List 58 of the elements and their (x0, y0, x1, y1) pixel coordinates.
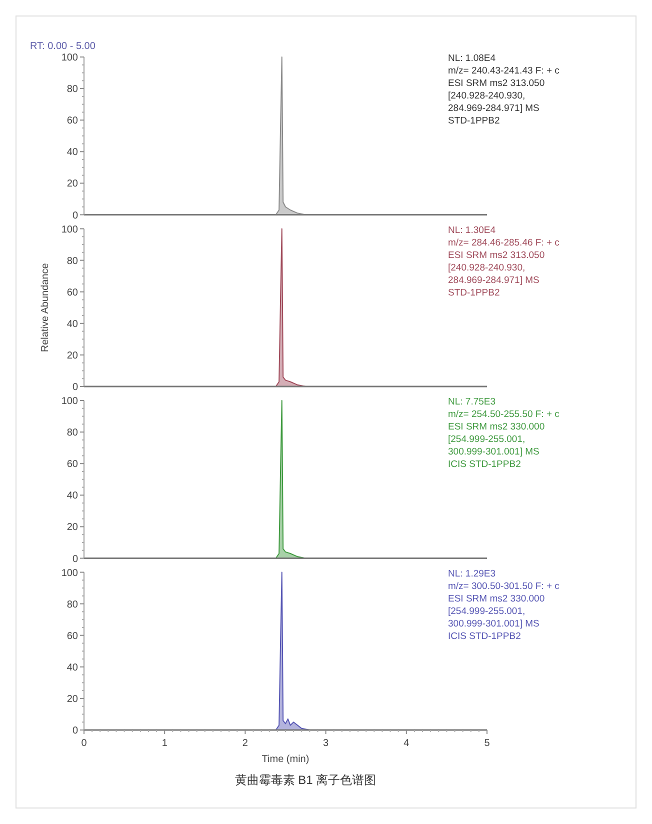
y-tick-label: 100 (61, 568, 78, 579)
x-tick-label: 4 (404, 738, 410, 749)
annotation: 300.999-301.001] MS (448, 618, 540, 630)
annotation: ESI SRM ms2 330.000 (448, 422, 545, 432)
y-tick-label: 60 (66, 630, 78, 642)
y-tick-label: 80 (66, 84, 78, 96)
annotation: m/z= 240.43-241.43 F: + c (448, 66, 560, 76)
text: 黄曲霉毒素 B1 离子色谱图 (234, 773, 376, 787)
annotation: ESI SRM ms2 313.050 (448, 250, 545, 261)
y-tick-label: 100 (61, 52, 78, 64)
x-tick-label: 5 (484, 738, 490, 749)
annotation: NL: 1.29E3 (448, 568, 496, 580)
y-tick-label: 40 (66, 662, 78, 674)
annotation: NL: 1.30E4 (448, 224, 496, 236)
annotation: [240.928-240.930, (448, 90, 526, 102)
x-tick-label: 1 (162, 738, 168, 749)
y-tick-label: 60 (66, 287, 78, 298)
annotation: STD-1PPB2 (448, 116, 500, 126)
y-tick-label: 80 (66, 428, 78, 439)
y-tick-label: 40 (66, 147, 78, 158)
x-tick-label: 2 (242, 738, 248, 749)
y-tick-label: 0 (72, 726, 78, 736)
annotation: [240.928-240.930, (448, 262, 526, 274)
y-tick-label: 20 (66, 178, 78, 190)
annotation: m/z= 300.50-301.50 F: + c (448, 580, 560, 592)
annotation: 284.969-284.971] MS (448, 274, 540, 286)
y-tick-label: 80 (66, 599, 78, 610)
y-tick-label: 20 (66, 522, 78, 534)
x-tick-label: 3 (323, 738, 330, 749)
chart-title: RT: 0.00 - 5.00 (30, 41, 96, 52)
y-tick-label: 40 (66, 318, 78, 330)
annotation: ESI SRM ms2 313.050 (448, 78, 545, 89)
y-tick-label: 80 (66, 256, 78, 267)
y-tick-label: 100 (61, 396, 78, 407)
annotation: m/z= 254.50-255.50 F: + c (448, 409, 560, 420)
annotation: STD-1PPB2 (448, 287, 500, 298)
y-tick-label: 60 (66, 459, 78, 470)
y-tick-label: 60 (66, 116, 78, 127)
y-tick-label: 0 (72, 210, 78, 222)
y-tick-label: 100 (61, 224, 78, 236)
y-tick-label: 20 (66, 350, 78, 362)
annotation: m/z= 284.46-285.46 F: + c (448, 237, 560, 248)
x-axis-title: Time (min) (262, 754, 310, 765)
annotation: NL: 7.75E3 (448, 396, 496, 408)
x-tick-label: 0 (81, 738, 88, 749)
annotation: [254.999-255.001, (448, 434, 526, 445)
annotation: ICIS STD-1PPB2 (448, 459, 521, 470)
y-tick-label: 20 (66, 694, 78, 705)
annotation: ICIS STD-1PPB2 (448, 630, 521, 642)
annotation: NL: 1.08E4 (448, 53, 496, 64)
annotation: 284.969-284.971] MS (448, 103, 540, 114)
y-tick-label: 0 (72, 382, 78, 393)
y-tick-label: 40 (66, 490, 78, 502)
y-axis-title: Relative Abundance (40, 262, 51, 352)
annotation: 300.999-301.001] MS (448, 446, 540, 458)
y-tick-label: 0 (72, 554, 78, 565)
annotation: ESI SRM ms2 330.000 (448, 593, 545, 604)
annotation: [254.999-255.001, (448, 606, 526, 617)
